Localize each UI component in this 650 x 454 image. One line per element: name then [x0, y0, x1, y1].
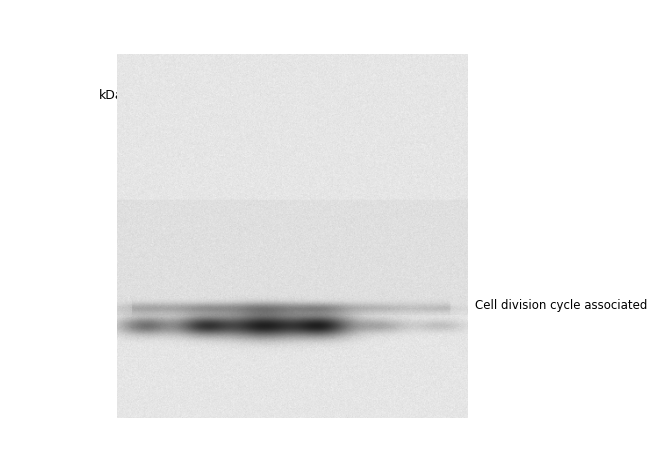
Text: kDa: kDa [99, 89, 124, 103]
Text: HT-1080: HT-1080 [194, 53, 233, 93]
Text: H9c2: H9c2 [376, 65, 404, 93]
Text: 50: 50 [144, 257, 159, 270]
Text: 100: 100 [136, 192, 159, 206]
Text: 250: 250 [136, 107, 159, 120]
Text: HAP-1: HAP-1 [331, 62, 361, 93]
Text: C2C12: C2C12 [422, 60, 455, 93]
Text: 20: 20 [144, 343, 159, 356]
Text: 75: 75 [144, 219, 159, 232]
Text: 37: 37 [144, 285, 159, 298]
Text: HepG2: HepG2 [239, 59, 274, 93]
Text: 25: 25 [144, 322, 159, 335]
Text: HeLa: HeLa [285, 66, 312, 93]
Text: Cell division cycle associated 5: Cell division cycle associated 5 [475, 299, 650, 312]
Text: 150: 150 [136, 155, 159, 168]
